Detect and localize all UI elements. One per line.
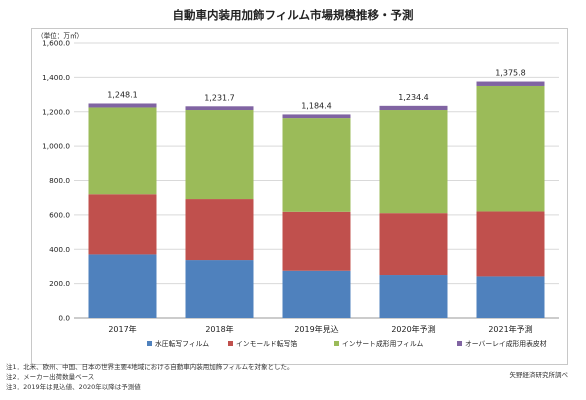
bar-segment xyxy=(476,81,545,86)
bar-segment xyxy=(379,275,448,318)
x-tick-label: 2018年 xyxy=(205,324,233,334)
y-tick-label: 1,000.0 xyxy=(42,142,70,151)
total-data-label: 1,184.4 xyxy=(301,101,332,110)
bar-segment xyxy=(476,211,545,277)
chart-frame: 0.0 200.0 400.0 600.0 800.0 1,000.0 1,200.0 1,4… xyxy=(31,28,568,365)
bar-segment xyxy=(476,85,545,212)
bar-segment xyxy=(88,194,157,255)
bar-segment xyxy=(476,276,545,318)
legend-label: インモールド転写箔 xyxy=(236,339,297,348)
chart-plot: 0.0 200.0 400.0 600.0 800.0 1,000.0 1,200.0 1,4… xyxy=(37,31,559,348)
note-3: 注3．2019年は見込値、2020年以降は予測値 xyxy=(6,383,141,391)
total-data-label: 1,248.1 xyxy=(107,90,138,99)
x-tick-label: 2021年予測 xyxy=(488,324,532,334)
legend-swatch xyxy=(457,341,462,346)
bar-segment xyxy=(379,110,448,214)
legend-swatch xyxy=(334,341,339,346)
y-tick-label: 1,200.0 xyxy=(42,107,70,116)
legend-swatch xyxy=(228,341,233,346)
legend-label: インサート成形用フィルム xyxy=(342,339,423,348)
bar-segment xyxy=(282,211,351,271)
legend-swatch xyxy=(147,341,152,346)
total-data-label: 1,231.7 xyxy=(204,93,235,102)
note-2: 注2．メーカー出荷数量ベース xyxy=(6,373,95,381)
legend-label: 水圧転写フィルム xyxy=(155,339,209,348)
bar-segment xyxy=(185,199,254,261)
bar-segment xyxy=(379,105,448,111)
note-1: 注1．北米、欧州、中国、日本の世界主要4地域における自動車内装用加飾フィルムを対… xyxy=(6,363,294,371)
bar-segment xyxy=(379,213,448,276)
y-unit-label: （単位：万㎡） xyxy=(37,31,83,40)
bar-segment xyxy=(88,107,157,195)
bar-segment xyxy=(185,106,254,111)
legend-label: オーバーレイ成形用表皮材 xyxy=(465,339,547,348)
y-tick-label: 0.0 xyxy=(58,314,70,323)
bar-segment xyxy=(282,270,351,318)
y-tick-label: 400.0 xyxy=(49,245,70,254)
bar-segment xyxy=(88,103,157,108)
y-tick-label: 1,600.0 xyxy=(42,39,70,48)
x-tick-label: 2017年 xyxy=(108,324,136,334)
bar-segment xyxy=(282,114,351,119)
x-tick-label: 2020年予測 xyxy=(391,324,435,334)
chart-title: 自動車内装用加飾フィルム市場規模推移・予測 xyxy=(172,8,414,22)
bar-segment xyxy=(185,110,254,200)
y-tick-label: 200.0 xyxy=(49,279,70,288)
y-tick-label: 1,400.0 xyxy=(42,73,70,82)
total-data-label: 1,375.8 xyxy=(495,69,526,78)
source-credit: 矢野経済研究所調べ xyxy=(509,371,569,379)
y-tick-label: 800.0 xyxy=(49,176,70,185)
bar-segment xyxy=(282,118,351,212)
x-tick-label: 2019年見込 xyxy=(294,324,338,334)
bar-segment xyxy=(185,260,254,318)
bar-segment xyxy=(88,254,157,318)
y-tick-label: 600.0 xyxy=(49,210,70,219)
total-data-label: 1,234.4 xyxy=(398,93,429,102)
